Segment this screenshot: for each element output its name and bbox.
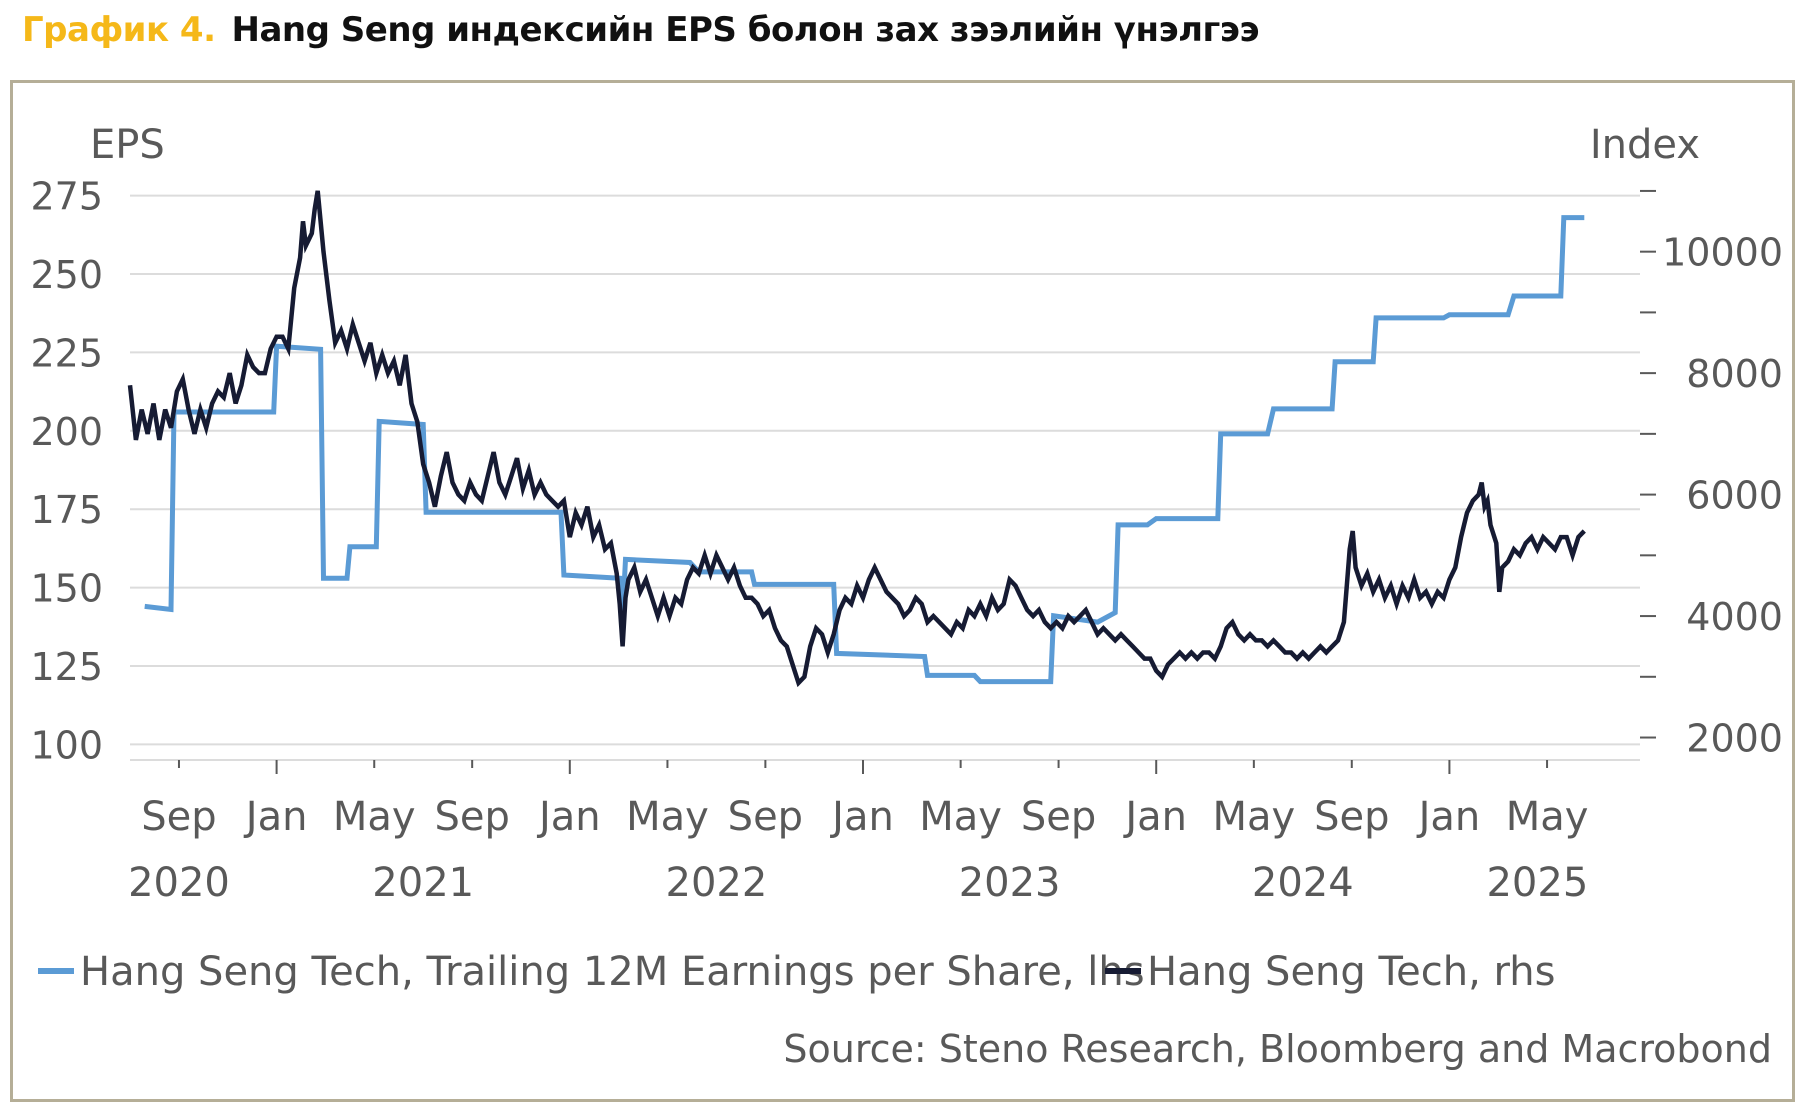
gridlines: [130, 194, 1640, 746]
x-year-label: 2022: [666, 860, 768, 906]
series: [127, 190, 1586, 688]
left-tick-label: 275: [30, 175, 103, 219]
x-tick-label: May: [626, 794, 709, 840]
x-tick-label: Sep: [434, 794, 509, 840]
figure-label: График 4.: [22, 10, 216, 50]
right-tick-label: 8000: [1686, 352, 1783, 396]
legend: Hang Seng Tech, Trailing 12M Earnings pe…: [38, 949, 1555, 995]
index-series-line: [127, 190, 1586, 688]
left-tick-label: 100: [30, 723, 103, 767]
x-tick-label: Jan: [243, 794, 308, 840]
left-tick-label: 200: [30, 410, 103, 454]
right-tick-label: 6000: [1686, 474, 1783, 518]
x-tick-label: May: [1212, 794, 1295, 840]
x-tick-label: Jan: [536, 794, 601, 840]
x-year-label: 2023: [959, 860, 1061, 906]
left-tick-label: 175: [30, 488, 103, 532]
x-year-label: 2025: [1486, 860, 1588, 906]
x-tick-label: May: [919, 794, 1002, 840]
x-year-label: 2024: [1252, 860, 1354, 906]
x-tick-label: May: [1506, 794, 1589, 840]
x-year-label: 2020: [128, 860, 230, 906]
axes: EPS Index 100 125 150 175 200 225 250 275 2000 40…: [30, 122, 1783, 906]
left-tick-label: 250: [30, 253, 103, 297]
figure-heading: Hang Seng индексийн EPS болон зах зээлий…: [231, 10, 1260, 50]
eps-series-line: [144, 215, 1585, 685]
left-tick-label: 150: [30, 567, 103, 611]
figure-title: График 4. Hang Seng индексийн EPS болон з…: [22, 2, 1260, 58]
x-tick-label: Sep: [728, 794, 803, 840]
x-tick-label: Sep: [141, 794, 216, 840]
legend-label-eps: Hang Seng Tech, Trailing 12M Earnings pe…: [80, 949, 1145, 995]
right-tick-label: 2000: [1686, 717, 1783, 761]
x-tick-label: Jan: [1416, 794, 1481, 840]
x-tick-label: May: [333, 794, 416, 840]
right-axis-title: Index: [1590, 122, 1700, 168]
x-tick-label: Sep: [1314, 794, 1389, 840]
left-tick-label: 125: [30, 645, 103, 689]
x-tick-label: Sep: [1021, 794, 1096, 840]
left-tick-label: 225: [30, 331, 103, 375]
x-tick-label: Jan: [1122, 794, 1187, 840]
right-tick-label: 10000: [1662, 231, 1783, 275]
x-tick-label: Jan: [829, 794, 894, 840]
legend-label-index: Hang Seng Tech, rhs: [1147, 949, 1555, 995]
source-note: Source: Steno Research, Bloomberg and Ma…: [783, 1027, 1772, 1071]
x-year-label: 2021: [372, 860, 474, 906]
right-tick-label: 4000: [1686, 595, 1783, 639]
left-axis-title: EPS: [90, 122, 165, 168]
